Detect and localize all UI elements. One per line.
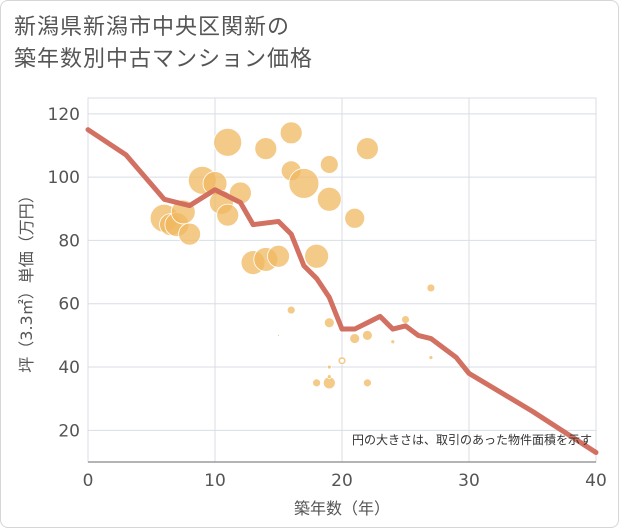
bubble-point [323, 317, 335, 329]
bubble-point [361, 329, 373, 341]
size-legend-note: 円の大きさは、取引のあった物件面積を示す [352, 432, 592, 447]
y-axis-label: 坪（3.3㎡）単価（万円） [17, 187, 36, 372]
bubble-point [216, 203, 240, 227]
bubble-point [426, 283, 436, 293]
y-tick-label: 80 [58, 231, 80, 251]
bubble-point-center [340, 358, 344, 363]
bubble-point [355, 137, 379, 161]
bubble-point [390, 339, 396, 345]
bubble-point [178, 222, 202, 246]
tick-labels: 0 10 20 30 40 20 40 60 80 100 120 [48, 105, 607, 491]
bubble-point [267, 244, 290, 268]
y-tick-label: 100 [48, 168, 80, 188]
x-tick-label: 20 [331, 471, 353, 491]
title-line-2: 築年数別中古マンション価格 [14, 47, 314, 72]
bubble-point [326, 364, 332, 370]
bubble-point [344, 207, 366, 229]
grid-lines [87, 97, 597, 463]
bubble-point [288, 168, 320, 199]
trend-line-series [85, 127, 599, 456]
bubble-point [286, 305, 296, 315]
title-line-1: 新潟県新潟市中央区関新の [14, 15, 291, 40]
x-tick-label: 40 [585, 471, 607, 491]
bubble-point [316, 186, 342, 212]
y-tick-label: 60 [58, 295, 80, 315]
average-price-line [85, 127, 599, 456]
chart-title: 新潟県新潟市中央区関新の 築年数別中古マンション価格 [14, 12, 313, 76]
y-tick-label: 120 [48, 105, 80, 125]
bubble-series [149, 121, 436, 390]
bubble-point [428, 355, 434, 360]
bubble-point [304, 243, 330, 269]
bubble-point [213, 127, 243, 157]
y-tick-label: 20 [58, 421, 80, 441]
bubble-point [312, 378, 322, 388]
bubble-point [254, 137, 278, 161]
bubble-point [401, 315, 410, 324]
bubble-point [279, 121, 303, 145]
x-tick-label: 10 [204, 471, 226, 491]
x-tick-label: 30 [458, 471, 480, 491]
bubble-point [319, 155, 339, 174]
x-axis-label: 築年数（年） [294, 499, 390, 518]
bubble-point [277, 333, 280, 337]
bubble-point [326, 374, 332, 379]
x-tick-label: 0 [83, 471, 94, 491]
bubble-point [349, 333, 361, 344]
bubble-point [362, 378, 372, 388]
y-tick-label: 40 [58, 358, 80, 378]
